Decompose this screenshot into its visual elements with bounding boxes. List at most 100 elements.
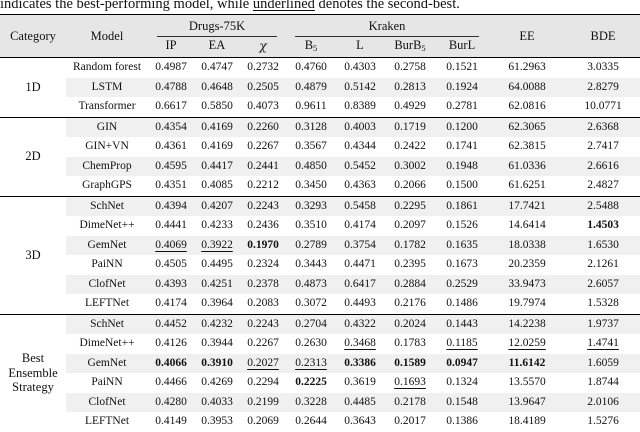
value-cell: 0.5142 xyxy=(336,77,384,97)
value-cell: 0.6617 xyxy=(155,100,187,112)
value-cell: 0.4394 xyxy=(148,195,194,216)
value-cell: 1.6530 xyxy=(566,235,640,255)
model-cell: GIN xyxy=(66,116,148,137)
table-row: DimeNet++ 0.4126 0.3944 0.2267 0.2630 0.3468 0… xyxy=(0,334,640,354)
col-header-category: Category xyxy=(0,14,66,58)
value-cell: 0.3228 xyxy=(286,392,336,412)
value-cell: 0.4085 xyxy=(201,179,233,191)
value-cell: 0.4069 xyxy=(148,235,194,255)
value-cell: 20.2359 xyxy=(508,258,546,270)
second-best-value: 0.1693 xyxy=(394,376,426,388)
value-cell: 17.7421 xyxy=(488,195,567,216)
value-cell: 0.4485 xyxy=(336,392,384,412)
model-cell: GemNet xyxy=(66,353,148,373)
value-cell: 0.3128 xyxy=(286,116,336,137)
value-cell: 0.4505 xyxy=(155,258,187,270)
subcol-label: IP xyxy=(165,37,177,52)
table-row: 3D SchNet 0.4394 0.4207 0.2243 0.3293 0.5458 0.… xyxy=(0,195,640,314)
value-cell: 0.2097 xyxy=(394,219,426,231)
value-cell: 0.2436 xyxy=(247,219,279,231)
model-cell: SchNet xyxy=(66,313,148,334)
value-cell: 2.1261 xyxy=(587,258,619,270)
value-cell: 0.1673 xyxy=(446,258,478,270)
value-cell: 0.3293 xyxy=(286,195,336,216)
subcol-label: B xyxy=(304,37,314,52)
value-cell: 0.4251 xyxy=(194,274,240,294)
value-cell: 0.4003 xyxy=(336,116,384,137)
value-cell: 0.4351 xyxy=(155,179,187,191)
subcol-header-ip: IP xyxy=(148,36,194,58)
value-cell: 0.1500 xyxy=(446,179,478,191)
subcol-subscript: 5 xyxy=(313,42,318,53)
value-cell: 0.1635 xyxy=(436,235,489,255)
value-cell: 0.1970 xyxy=(240,235,286,255)
subcol-header-l: L xyxy=(336,36,384,58)
subcol-header-chi: χ xyxy=(240,36,286,58)
table-row: ClofNet 0.4393 0.4251 0.2378 0.4873 0.6417 0.2… xyxy=(0,274,640,294)
value-cell: 0.4149 xyxy=(155,415,187,427)
value-cell: 0.2260 xyxy=(240,116,286,137)
value-cell: 0.4322 xyxy=(336,313,384,334)
second-best-value: 0.4069 xyxy=(155,238,187,251)
value-cell: 0.2212 xyxy=(247,179,279,191)
value-cell: 0.4747 xyxy=(201,61,233,73)
value-cell: 0.1200 xyxy=(436,116,489,137)
value-cell: 14.2238 xyxy=(488,313,567,334)
value-cell: 0.2313 xyxy=(286,353,336,373)
value-cell: 0.4493 xyxy=(344,297,376,309)
model-cell: ClofNet xyxy=(66,274,148,294)
value-cell: 0.2644 xyxy=(295,415,327,427)
value-cell: 0.3468 xyxy=(336,334,384,354)
value-cell: 0.3510 xyxy=(295,219,327,231)
category-cell: 3D xyxy=(0,195,66,314)
value-cell: 0.4452 xyxy=(148,313,194,334)
value-cell: 0.2178 xyxy=(384,392,436,412)
value-cell: 0.4126 xyxy=(155,337,187,349)
value-cell: 0.4169 xyxy=(194,116,240,137)
value-cell: 0.2295 xyxy=(384,195,436,216)
value-cell: 0.2378 xyxy=(240,274,286,294)
value-cell: 0.2704 xyxy=(286,313,336,334)
table-row: GemNet 0.4069 0.3922 0.1970 0.2789 0.3754 0.17… xyxy=(0,235,640,255)
value-cell: 0.5850 xyxy=(201,100,233,112)
value-cell: 0.3754 xyxy=(336,235,384,255)
value-cell: 2.0106 xyxy=(566,392,640,412)
value-cell: 0.2505 xyxy=(240,77,286,97)
value-cell: 64.0088 xyxy=(488,77,567,97)
value-cell: 1.5276 xyxy=(587,415,619,427)
model-cell: Transformer xyxy=(78,100,136,112)
value-cell: 0.3386 xyxy=(336,353,384,373)
value-cell: 2.4827 xyxy=(587,179,619,191)
table-row: LEFTNet 0.4149 0.3953 0.2069 0.2644 0.3643 0.2… xyxy=(0,412,640,432)
value-cell: 0.9611 xyxy=(295,100,327,112)
value-cell: 0.2267 xyxy=(247,140,279,152)
value-cell: 0.4207 xyxy=(194,195,240,216)
subcol-subscript: 5 xyxy=(421,42,426,53)
value-cell: 0.3953 xyxy=(201,415,233,427)
table-row: PaiNN 0.4505 0.4495 0.2324 0.3443 0.4471 0.239… xyxy=(0,255,640,275)
caption-prefix: indicates the best-performing model, whi… xyxy=(0,0,253,12)
caption-underlined-word: underlined xyxy=(252,0,315,12)
value-cell: 0.1589 xyxy=(384,353,436,373)
value-cell: 0.4873 xyxy=(286,274,336,294)
value-cell: 0.2267 xyxy=(247,337,279,349)
value-cell: 0.2781 xyxy=(446,100,478,112)
value-cell: 0.4232 xyxy=(194,313,240,334)
value-cell: 11.6142 xyxy=(488,353,567,373)
caption-line: indicates the best-performing model, whi… xyxy=(0,0,460,13)
value-cell: 0.2324 xyxy=(247,258,279,270)
value-cell: 61.6251 xyxy=(508,179,546,191)
table-row: GIN+VN 0.4361 0.4169 0.2267 0.3567 0.4344 0.24… xyxy=(0,137,640,157)
value-cell: 0.2176 xyxy=(394,297,426,309)
second-best-value: 0.2313 xyxy=(295,356,327,369)
value-cell: 2.6616 xyxy=(566,156,640,176)
value-cell: 0.2294 xyxy=(247,376,279,388)
value-cell: 0.2529 xyxy=(436,274,489,294)
value-cell: 0.4648 xyxy=(194,77,240,97)
value-cell: 0.2069 xyxy=(247,415,279,427)
model-cell: GraphGPS xyxy=(82,179,132,191)
subcol-header-b5: B5 xyxy=(286,36,336,58)
model-cell: DimeNet++ xyxy=(79,337,135,349)
value-cell: 0.4393 xyxy=(148,274,194,294)
second-best-value: 12.0259 xyxy=(508,337,546,349)
